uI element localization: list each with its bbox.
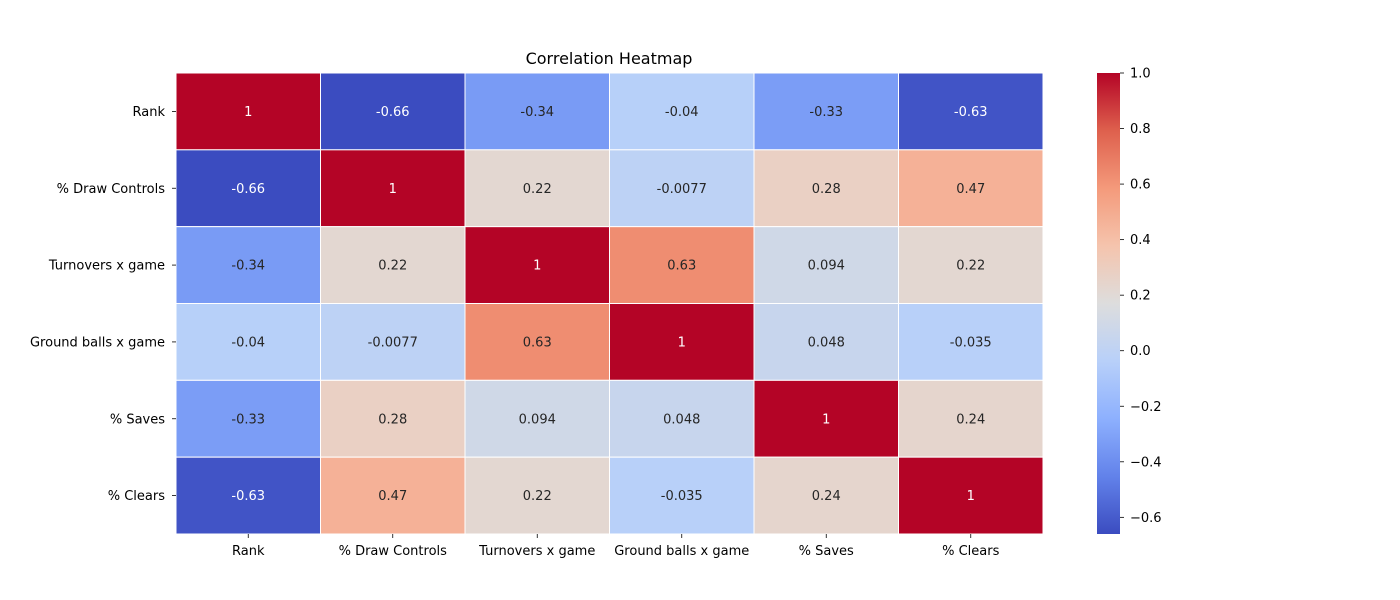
cell-value-label: -0.0077: [657, 182, 707, 197]
x-tick-label: Ground balls x game: [614, 544, 749, 559]
y-axis-ticks: Rank % Draw Controls Turnovers x game Groun…: [30, 105, 176, 504]
heatmap-cell: [753, 303, 899, 381]
heatmap-cell: [753, 456, 899, 535]
cell-value-label: -0.66: [231, 182, 265, 197]
colorbar-tick-label: 0.4: [1130, 233, 1151, 248]
x-tick-label: % Draw Controls: [339, 544, 448, 559]
heatmap-cell: [898, 226, 1044, 305]
heatmap-cell: [320, 303, 466, 381]
cell-value-label: 1: [389, 182, 397, 197]
colorbar-tick-label: −0.2: [1130, 400, 1162, 415]
cell-value-label: 0.28: [812, 182, 841, 197]
cell-value-label: 0.28: [378, 412, 407, 427]
colorbar-tick-label: 1.0: [1130, 67, 1151, 82]
y-tick-label: % Draw Controls: [57, 182, 166, 197]
heatmap-cell: [175, 456, 321, 535]
cell-value-label: 0.22: [956, 259, 985, 274]
cell-value-label: 1: [822, 412, 830, 427]
y-tick-label: Turnovers x game: [48, 259, 165, 274]
cell-value-label: -0.66: [376, 105, 410, 120]
cell-value-label: 0.094: [519, 412, 556, 427]
cell-value-label: 0.22: [523, 489, 552, 504]
heatmap-cell: [609, 149, 755, 228]
colorbar-tick-label: 0.6: [1130, 178, 1151, 193]
colorbar-tick-label: 0.2: [1130, 289, 1151, 304]
cell-value-label: -0.035: [661, 489, 703, 504]
cell-value-label: 0.094: [808, 259, 845, 274]
y-tick-label: Ground balls x game: [30, 335, 165, 350]
heatmap-cell: [753, 379, 899, 458]
heatmap-cell: [175, 303, 321, 381]
y-tick-label: Rank: [133, 105, 166, 120]
heatmap-cell: [898, 303, 1044, 381]
colorbar-tick-label: 0.0: [1130, 344, 1151, 359]
cell-value-label: -0.63: [231, 489, 265, 504]
heatmap-cell: [753, 226, 899, 305]
x-axis-ticks: Rank % Draw Controls Turnovers x game Groun…: [232, 534, 1000, 559]
heatmap-cell: [898, 379, 1044, 458]
heatmap-cells: 1 -0.66 -0.34 -0.04 -0.33 -0.63 -0.66 1 0.22 -0.0…: [175, 72, 1044, 535]
cell-value-label: -0.34: [231, 259, 265, 274]
cell-value-label: 0.22: [378, 259, 407, 274]
cell-value-label: -0.04: [665, 105, 699, 120]
cell-value-label: -0.035: [950, 335, 992, 350]
cell-value-label: -0.04: [231, 335, 265, 350]
heatmap-cell: [175, 226, 321, 305]
cell-value-label: 1: [678, 335, 686, 350]
x-tick-label: Turnovers x game: [478, 544, 595, 559]
colorbar-gradient: [1097, 73, 1120, 534]
cell-value-label: -0.0077: [368, 335, 418, 350]
cell-value-label: 0.22: [523, 182, 552, 197]
cell-value-label: 1: [533, 259, 541, 274]
heatmap-cell: [609, 226, 755, 305]
heatmap-cell: [320, 226, 466, 305]
colorbar-tick-label: 0.8: [1130, 122, 1151, 137]
heatmap-cell: [898, 456, 1044, 535]
y-tick-label: % Saves: [110, 412, 165, 427]
heatmap-cell: [464, 226, 610, 305]
heatmap-cell: [898, 72, 1044, 151]
colorbar-tick-label: −0.4: [1130, 455, 1162, 470]
y-tick-label: % Clears: [108, 489, 165, 504]
cell-value-label: 0.24: [812, 489, 841, 504]
heatmap-cell: [609, 303, 755, 381]
cell-value-label: 0.048: [808, 335, 845, 350]
cell-value-label: -0.33: [809, 105, 843, 120]
x-tick-label: % Saves: [799, 544, 854, 559]
cell-value-label: 1: [244, 105, 252, 120]
cell-value-label: 0.47: [956, 182, 985, 197]
x-tick-label: % Clears: [942, 544, 999, 559]
cell-value-label: 0.47: [378, 489, 407, 504]
heatmap-cell: [609, 72, 755, 151]
heatmap-cell: [753, 72, 899, 151]
heatmap-cell: [609, 379, 755, 458]
colorbar-ticks: 1.0 0.8 0.6 0.4 0.2 0.0 −0.2 −0.4 −0.6: [1120, 67, 1162, 526]
cell-value-label: 0.048: [663, 412, 700, 427]
cell-value-label: -0.34: [520, 105, 554, 120]
heatmap-cell: [898, 149, 1044, 228]
heatmap-cell: [464, 72, 610, 151]
cell-value-label: 0.63: [667, 259, 696, 274]
heatmap-cell: [320, 72, 466, 151]
heatmap-cell: [320, 149, 466, 228]
heatmap-cell: [464, 379, 610, 458]
cell-value-label: -0.33: [231, 412, 265, 427]
cell-value-label: 0.24: [956, 412, 985, 427]
cell-value-label: -0.63: [954, 105, 988, 120]
heatmap-cell: [175, 379, 321, 458]
chart-title: Correlation Heatmap: [526, 49, 693, 68]
cell-value-label: 0.63: [523, 335, 552, 350]
x-tick-label: Rank: [232, 544, 265, 559]
heatmap-cell: [464, 303, 610, 381]
cell-value-label: 1: [967, 489, 975, 504]
colorbar-tick-label: −0.6: [1130, 511, 1162, 526]
colorbar: 1.0 0.8 0.6 0.4 0.2 0.0 −0.2 −0.4 −0.6: [1097, 67, 1162, 534]
heatmap-cell: [175, 72, 321, 151]
